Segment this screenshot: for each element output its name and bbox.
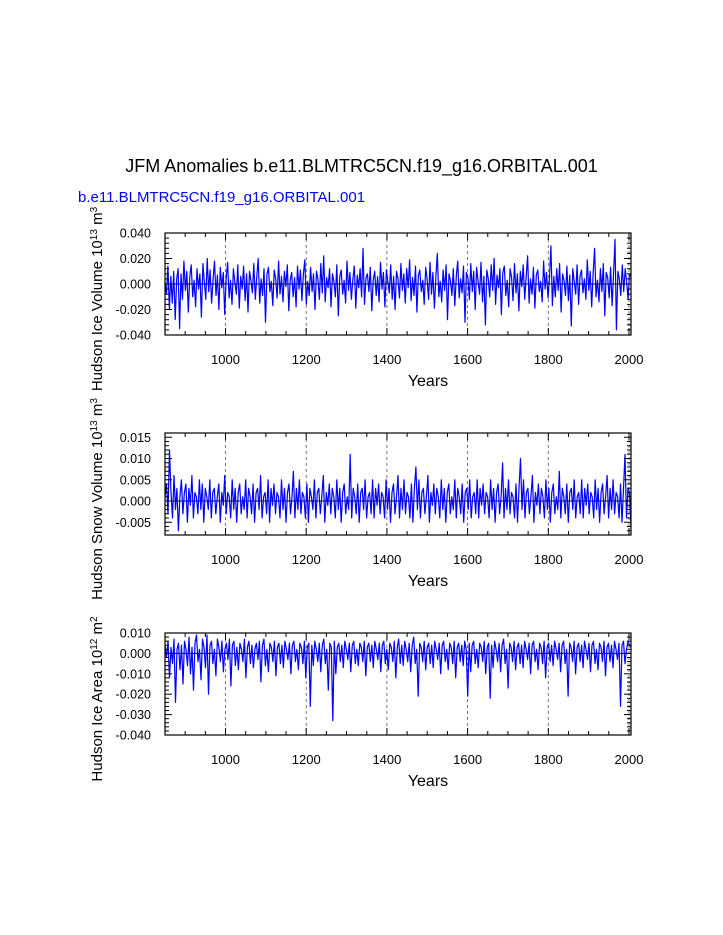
x-axis-label: Years [408,573,448,590]
figure-subtitle: b.e11.BLMTRC5CN.f19_g16.ORBITAL.001 [78,189,366,206]
x-tick-label: 1200 [292,752,321,767]
series-line-1 [164,634,632,722]
series-line-1 [164,238,632,331]
y-tick-label: 0.015 [120,431,151,445]
y-tick-label: -0.010 [116,667,151,681]
series-line-1 [164,449,632,532]
x-tick-label: 1600 [453,552,482,567]
x-tick-label: 2000 [615,552,644,567]
x-tick-label: 1200 [292,352,321,367]
chart-panel-3: 1000 1200 1400 1600 1800 2000 Years -0.040 -0.03… [89,616,644,790]
x-tick-label: 1200 [292,552,321,567]
y-axis-label: Hudson Ice Area 1012 m2 [89,616,107,782]
y-axis-label: Hudson Ice Volume 1013 m3 [89,206,107,391]
x-tick-label: 1000 [211,552,240,567]
y-tick-label: -0.005 [116,516,151,530]
x-tick-label: 1800 [534,752,563,767]
x-tick-label: 1000 [211,752,240,767]
y-tick-label: 0.010 [120,627,151,641]
x-tick-label: 1600 [453,752,482,767]
x-tick-label: 1400 [372,352,401,367]
x-tick-label: 1000 [211,352,240,367]
x-axis-label: Years [408,373,448,390]
y-tick-label: 0.005 [120,473,151,487]
chart-panel-2: 1000 1200 1400 1600 1800 2000 Years -0.005 0.000… [89,398,644,600]
y-tick-label: -0.040 [116,729,151,743]
y-tick-label: 0.000 [120,278,151,292]
y-tick-label: 0.010 [120,452,151,466]
x-tick-label: 1400 [372,752,401,767]
x-tick-label: 1800 [534,352,563,367]
x-tick-label: 1400 [372,552,401,567]
x-tick-label: 1600 [453,352,482,367]
figure-title: JFM Anomalies b.e11.BLMTRC5CN.f19_g16.OR… [125,156,598,176]
y-tick-label: -0.020 [116,303,151,317]
y-tick-label: 0.040 [120,227,151,241]
y-tick-label: 0.000 [120,495,151,509]
x-axis-label: Years [408,773,448,790]
y-tick-label: -0.020 [116,688,151,702]
x-tick-label: 2000 [615,752,644,767]
x-tick-label: 2000 [615,352,644,367]
plot-frame [164,632,632,736]
y-tick-label: 0.020 [120,252,151,266]
y-tick-label: 0.000 [120,647,151,661]
chart-panel-1: 1000 1200 1400 1600 1800 2000 Years -0.040 -0.02… [89,206,644,391]
y-tick-label: -0.030 [116,708,151,722]
y-axis-label: Hudson Snow Volume 1013 m3 [89,398,107,600]
y-tick-label: -0.040 [116,329,151,343]
x-tick-label: 1800 [534,552,563,567]
